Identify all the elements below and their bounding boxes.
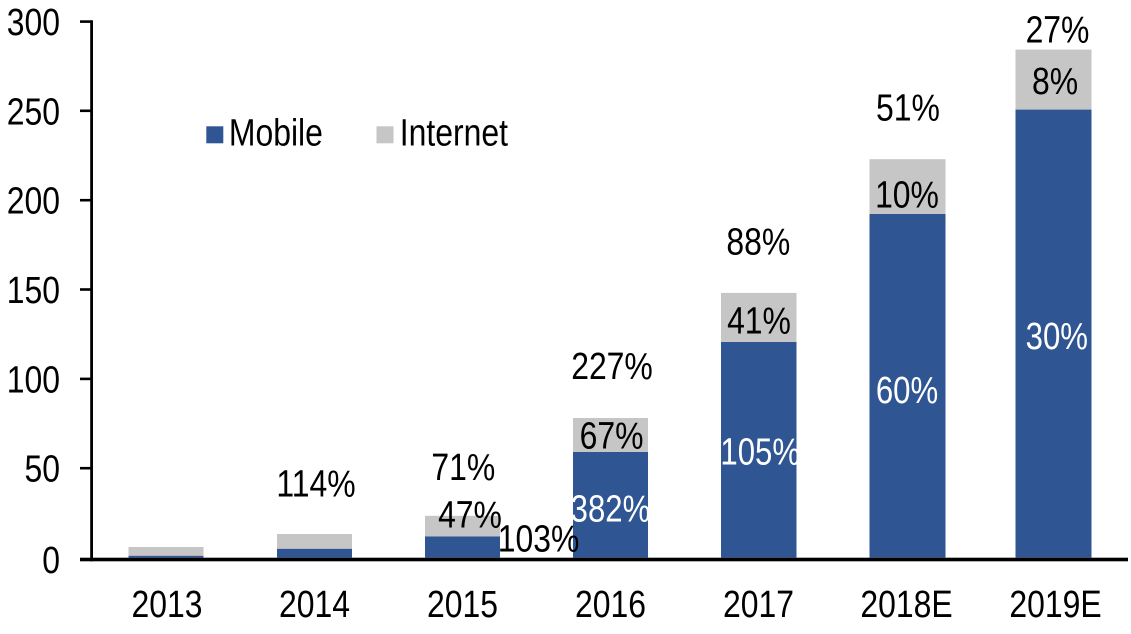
svg-text:100: 100 bbox=[7, 359, 60, 401]
svg-text:200: 200 bbox=[7, 180, 60, 222]
svg-text:88%: 88% bbox=[726, 221, 790, 263]
svg-text:71%: 71% bbox=[431, 446, 495, 488]
svg-text:60%: 60% bbox=[876, 370, 938, 412]
svg-text:2015: 2015 bbox=[427, 583, 498, 625]
svg-text:50: 50 bbox=[24, 448, 60, 490]
svg-text:300: 300 bbox=[7, 1, 60, 43]
svg-text:Mobile: Mobile bbox=[229, 112, 323, 154]
svg-text:2016: 2016 bbox=[575, 583, 646, 625]
svg-text:2018E: 2018E bbox=[860, 583, 952, 625]
svg-text:2013: 2013 bbox=[132, 583, 203, 625]
svg-text:150: 150 bbox=[7, 269, 60, 311]
svg-text:51%: 51% bbox=[876, 87, 940, 129]
svg-text:47%: 47% bbox=[438, 494, 502, 536]
svg-text:Internet: Internet bbox=[400, 112, 508, 154]
svg-text:250: 250 bbox=[7, 91, 60, 133]
svg-text:41%: 41% bbox=[727, 300, 791, 342]
svg-text:67%: 67% bbox=[580, 415, 644, 457]
svg-text:27%: 27% bbox=[1026, 9, 1090, 51]
svg-text:227%: 227% bbox=[571, 345, 653, 387]
svg-text:0: 0 bbox=[42, 539, 60, 581]
svg-text:2017: 2017 bbox=[723, 583, 794, 625]
svg-text:30%: 30% bbox=[1026, 316, 1088, 358]
svg-text:103%: 103% bbox=[498, 518, 580, 560]
svg-text:105%: 105% bbox=[720, 432, 800, 474]
svg-text:8%: 8% bbox=[1032, 60, 1078, 102]
svg-text:2014: 2014 bbox=[279, 583, 350, 625]
svg-text:2019E: 2019E bbox=[1009, 583, 1101, 625]
svg-text:114%: 114% bbox=[276, 463, 355, 505]
svg-text:382%: 382% bbox=[571, 489, 651, 531]
svg-text:10%: 10% bbox=[875, 174, 939, 216]
